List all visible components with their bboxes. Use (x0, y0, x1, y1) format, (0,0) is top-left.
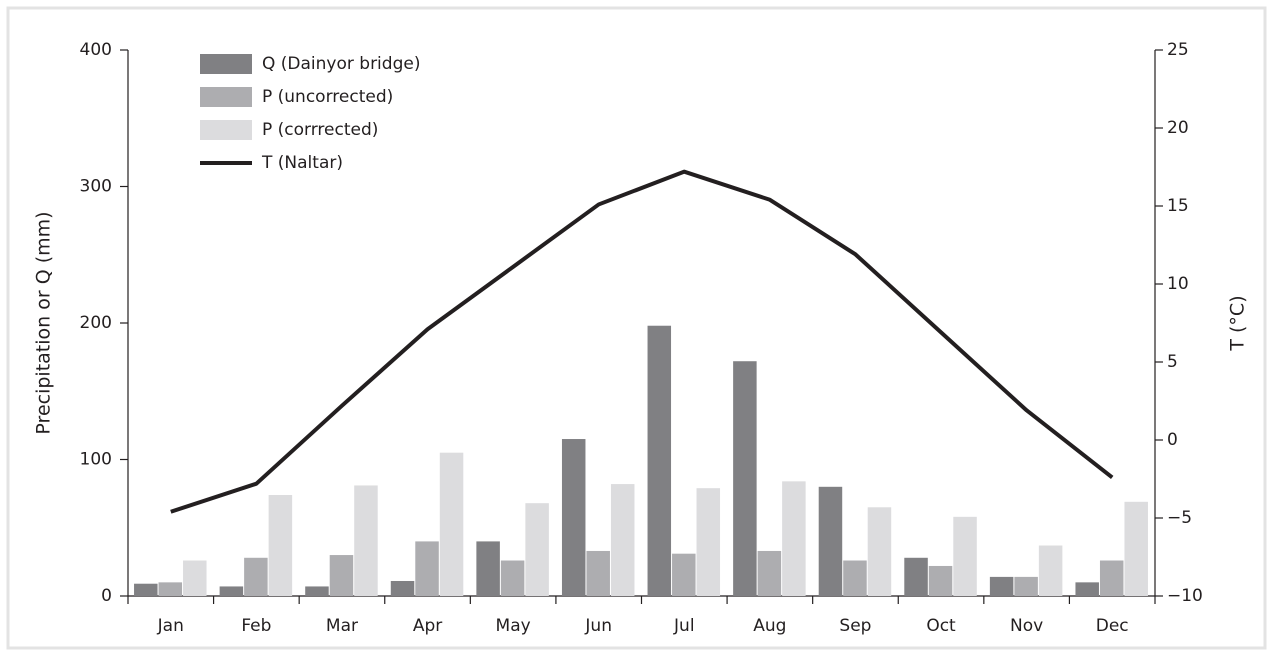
bar (989, 576, 1014, 596)
y-tick-label: 100 (80, 450, 112, 470)
y2-tick-label: 10 (1167, 274, 1189, 294)
y2-tick-label: −10 (1167, 586, 1203, 606)
bar (244, 557, 268, 596)
y2-tick-label: 5 (1167, 352, 1178, 372)
bar (672, 553, 696, 596)
x-tick-label: May (496, 616, 531, 636)
legend-label: T (Naltar) (261, 153, 343, 173)
y2-tick-label: 0 (1167, 430, 1178, 450)
x-tick-label: Oct (926, 616, 956, 636)
x-tick-label: Aug (753, 616, 786, 636)
bar (1075, 582, 1099, 596)
x-tick-label: Jun (584, 616, 612, 636)
y-tick-label: 200 (80, 313, 112, 333)
bar (1099, 560, 1124, 596)
bar (305, 586, 329, 596)
y2-tick-label: 15 (1167, 196, 1189, 216)
bar (439, 452, 464, 596)
bar (476, 541, 500, 596)
bar (757, 550, 782, 596)
bar (1124, 501, 1148, 596)
y2-tick-label: −5 (1167, 508, 1192, 528)
y-tick-label: 300 (80, 177, 112, 197)
y-axis-label: Precipitation or Q (mm) (33, 211, 55, 434)
bar (390, 580, 415, 596)
bar (647, 325, 672, 596)
bar (733, 361, 757, 596)
x-tick-label: Apr (413, 616, 442, 636)
legend-swatch (200, 120, 252, 140)
legend-label: P (uncorrected) (262, 87, 393, 107)
legend-swatch (200, 87, 252, 107)
legend-swatch (200, 54, 252, 74)
y2-tick-label: 20 (1167, 118, 1189, 138)
bar (1038, 545, 1063, 596)
bar (415, 541, 439, 596)
bar (183, 560, 207, 596)
bar (561, 439, 586, 596)
bar (525, 503, 549, 596)
bar (268, 494, 293, 596)
bar (158, 582, 183, 596)
bar (354, 485, 378, 596)
legend-label: Q (Dainyor bridge) (262, 54, 420, 74)
bar (843, 560, 867, 596)
bar (818, 486, 843, 596)
y-tick-label: 400 (80, 40, 112, 60)
bar (696, 488, 721, 596)
bar (1014, 576, 1038, 596)
bar (610, 484, 635, 596)
frame (6, 6, 1267, 650)
bar (782, 481, 806, 596)
y-tick-label: 0 (101, 586, 112, 606)
line (170, 169, 1114, 514)
bar (134, 583, 158, 596)
x-tick-label: Dec (1096, 616, 1129, 636)
bar (953, 516, 977, 596)
bar (219, 586, 244, 596)
legend-label: P (corrrected) (262, 120, 378, 140)
bar (500, 560, 525, 596)
bar (928, 565, 953, 596)
x-tick-label: Jul (673, 616, 695, 636)
x-tick-label: Sep (839, 616, 871, 636)
bar (867, 507, 892, 596)
bar (586, 550, 610, 596)
x-tick-label: Jan (157, 616, 184, 636)
x-tick-label: Nov (1010, 616, 1043, 636)
bar (904, 557, 928, 596)
y2-tick-label: 25 (1167, 40, 1189, 60)
x-tick-label: Feb (241, 616, 271, 636)
bar (329, 555, 354, 596)
x-tick-label: Mar (326, 616, 358, 636)
y2-axis-label: T (°C) (1227, 295, 1249, 351)
